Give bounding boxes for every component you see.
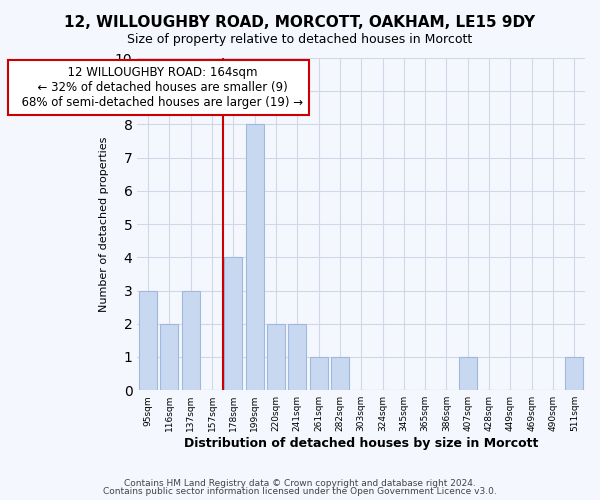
Bar (565, 357, 583, 390)
Text: Contains HM Land Registry data © Crown copyright and database right 2024.: Contains HM Land Registry data © Crown c… (124, 478, 476, 488)
Bar (224, 258, 242, 390)
Text: 12 WILLOUGHBY ROAD: 164sqm
  ← 32% of detached houses are smaller (9)
  68% of s: 12 WILLOUGHBY ROAD: 164sqm ← 32% of deta… (14, 66, 303, 110)
Bar (310, 357, 328, 390)
Bar (459, 357, 477, 390)
Bar (267, 324, 285, 390)
X-axis label: Distribution of detached houses by size in Morcott: Distribution of detached houses by size … (184, 437, 538, 450)
Text: Size of property relative to detached houses in Morcott: Size of property relative to detached ho… (127, 32, 473, 46)
Y-axis label: Number of detached properties: Number of detached properties (100, 136, 109, 312)
Bar (288, 324, 307, 390)
Bar (331, 357, 349, 390)
Text: 12, WILLOUGHBY ROAD, MORCOTT, OAKHAM, LE15 9DY: 12, WILLOUGHBY ROAD, MORCOTT, OAKHAM, LE… (64, 15, 536, 30)
Bar (245, 124, 264, 390)
Bar (160, 324, 178, 390)
Text: Contains public sector information licensed under the Open Government Licence v3: Contains public sector information licen… (103, 487, 497, 496)
Bar (139, 290, 157, 390)
Bar (182, 290, 200, 390)
